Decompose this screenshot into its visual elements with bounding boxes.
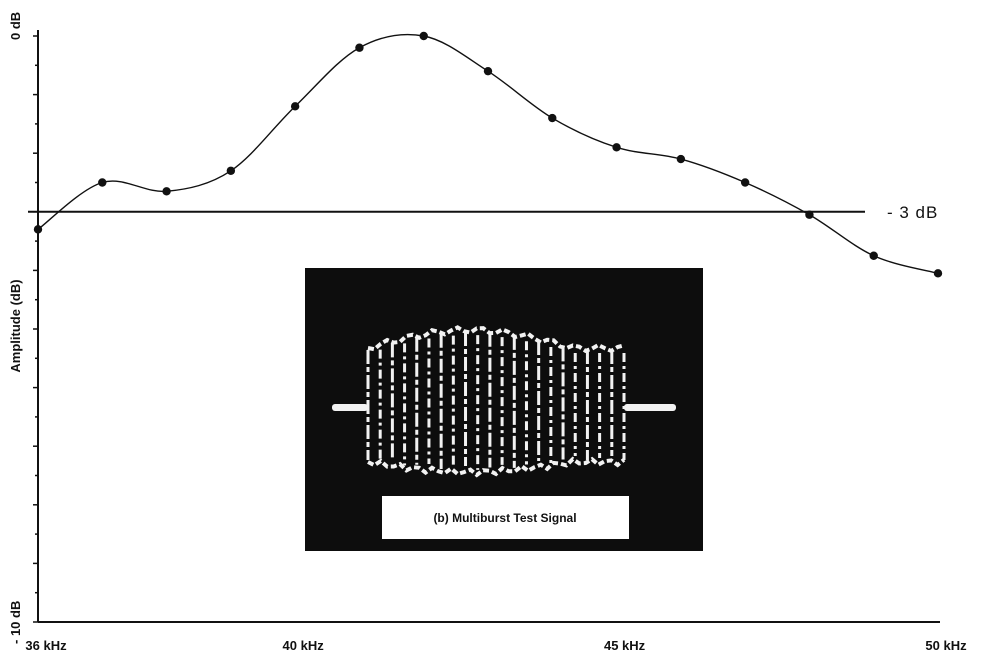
reference-line-label: - 3 dB (887, 203, 938, 222)
data-point-41khz (355, 43, 364, 52)
y-tick-label-bottom: - 10 dB (8, 601, 23, 644)
signal-envelope-top (367, 325, 625, 354)
data-point-38khz (162, 187, 171, 196)
inset-caption-box (382, 496, 629, 539)
data-point-43khz (483, 66, 493, 76)
data-point-40khz (290, 102, 300, 111)
data-point-50khz (933, 269, 943, 278)
signal-lead-left (332, 404, 368, 411)
multiburst-inset-photo: (b) Multiburst Test Signal (305, 268, 703, 551)
data-point-markers (33, 31, 943, 278)
series-line-frequency-response (37, 33, 939, 275)
data-point-42khz (419, 31, 428, 41)
data-point-46khz (676, 154, 686, 164)
x-tick-label: 50 kHz (925, 638, 967, 653)
data-point-37khz (98, 178, 107, 187)
inset-caption: (b) Multiburst Test Signal (433, 511, 576, 525)
y-axis-minor-ticks (33, 35, 38, 623)
y-tick-label-top: 0 dB (8, 12, 23, 40)
y-axis-title: Amplitude (dB) (8, 279, 23, 372)
data-point-48khz (805, 210, 814, 219)
data-point-47khz (740, 178, 750, 187)
data-point-49khz (869, 251, 878, 260)
signal-lead-right (624, 404, 676, 411)
x-tick-label: 36 kHz (25, 638, 67, 653)
data-point-45khz (612, 143, 621, 152)
multiburst-signal-trace (332, 325, 676, 478)
data-point-44khz (548, 113, 557, 123)
x-tick-label: 40 kHz (283, 638, 325, 653)
axes (33, 30, 940, 623)
data-point-39khz (226, 166, 236, 175)
data-point-36khz (33, 225, 43, 234)
x-tick-label: 45 kHz (604, 638, 646, 653)
signal-envelope-bottom (367, 456, 626, 478)
x-tick-labels: 36 kHz 40 kHz 45 kHz 50 kHz (25, 638, 967, 653)
